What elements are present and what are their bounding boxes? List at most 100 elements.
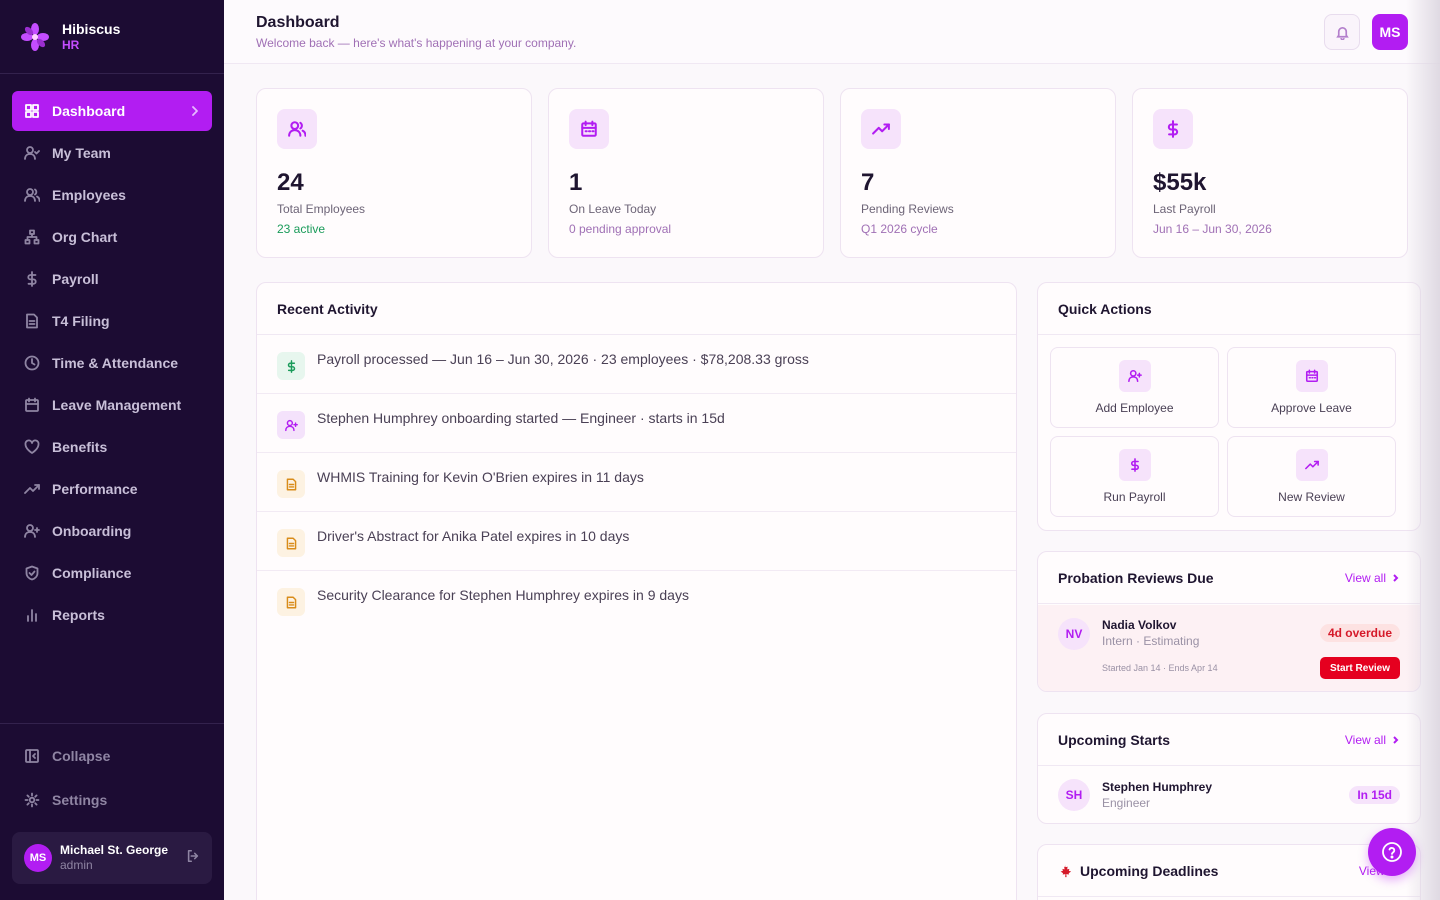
heart-icon xyxy=(24,439,40,455)
trending-up-icon xyxy=(861,109,901,149)
sidebar-item-label: Onboarding xyxy=(52,523,132,539)
panel-title: Upcoming Deadlines xyxy=(1080,862,1219,879)
trending-up-icon xyxy=(24,481,40,497)
quick-action-label: Add Employee xyxy=(1095,401,1174,415)
quick-action-label: Approve Leave xyxy=(1271,401,1352,415)
list-item[interactable]: NV Nadia Volkov Intern · Estimating Star… xyxy=(1038,605,1420,691)
user-check-icon xyxy=(24,145,40,161)
start-review-button[interactable]: Start Review xyxy=(1319,657,1400,679)
panel-title: Probation Reviews Due xyxy=(1058,569,1214,586)
upcoming-starts-panel: Upcoming Starts View all SH Stephen Hump… xyxy=(1037,713,1421,824)
hibiscus-logo-icon xyxy=(21,22,49,51)
user-card[interactable]: MS Michael St. George admin xyxy=(12,832,212,884)
sidebar-item-t4-filing[interactable]: T4 Filing xyxy=(12,301,212,341)
avatar: NV xyxy=(1058,618,1090,650)
calendar-icon xyxy=(569,109,609,149)
person-name: Stephen Humphrey xyxy=(1102,780,1213,794)
bell-icon xyxy=(1335,26,1349,40)
sidebar-item-label: Reports xyxy=(52,607,105,623)
file-icon xyxy=(24,313,40,329)
sidebar-item-onboarding[interactable]: Onboarding xyxy=(12,511,212,551)
stat-sub: 23 active xyxy=(277,222,326,236)
shield-icon xyxy=(24,565,40,581)
stat-label: Total Employees xyxy=(277,202,366,216)
list-item[interactable]: WHMIS Training for Kevin O'Brien expires… xyxy=(257,453,1016,512)
logout-icon[interactable] xyxy=(186,849,200,868)
sidebar-item-reports[interactable]: Reports xyxy=(12,595,212,635)
sidebar-item-label: Benefits xyxy=(52,439,108,455)
help-circle-icon xyxy=(1382,842,1402,862)
dollar-icon xyxy=(24,271,40,287)
dollar-icon xyxy=(277,352,305,380)
approve-leave-button[interactable]: Approve Leave xyxy=(1227,347,1396,428)
user-name: Michael St. George xyxy=(60,843,169,857)
sidebar-item-label: My Team xyxy=(52,145,111,161)
activity-text: Stephen Humphrey onboarding started — En… xyxy=(317,410,725,426)
list-item[interactable]: Security Clearance for Stephen Humphrey … xyxy=(257,571,1016,630)
settings-button[interactable]: Settings xyxy=(12,780,212,820)
users-icon xyxy=(277,109,317,149)
recent-activity-panel: Recent Activity Payroll processed — Jun … xyxy=(256,282,1017,900)
list-item[interactable]: Payroll processed — Jun 16 – Jun 30, 202… xyxy=(257,335,1016,394)
org-chart-icon xyxy=(24,229,40,245)
sidebar-item-performance[interactable]: Performance xyxy=(12,469,212,509)
collapse-button[interactable]: Collapse xyxy=(12,736,212,776)
notifications-button[interactable] xyxy=(1324,14,1360,50)
activity-text: WHMIS Training for Kevin O'Brien expires… xyxy=(317,469,644,485)
sidebar-item-dashboard[interactable]: Dashboard xyxy=(12,91,212,131)
sidebar-item-label: Org Chart xyxy=(52,229,118,245)
sidebar-item-compliance[interactable]: Compliance xyxy=(12,553,212,593)
stat-card-last-payroll[interactable]: $55k Last Payroll Jun 16 – Jun 30, 2026 xyxy=(1132,88,1408,258)
user-plus-icon xyxy=(277,411,305,439)
sidebar-item-payroll[interactable]: Payroll xyxy=(12,259,212,299)
add-employee-button[interactable]: Add Employee xyxy=(1050,347,1219,428)
stat-value: $55k xyxy=(1153,169,1207,196)
sidebar-item-leave-management[interactable]: Leave Management xyxy=(12,385,212,425)
user-role: admin xyxy=(60,858,93,872)
run-payroll-button[interactable]: Run Payroll xyxy=(1050,436,1219,517)
probation-dates: Started Jan 14 · Ends Apr 14 xyxy=(1102,663,1218,673)
dollar-icon xyxy=(1153,109,1193,149)
bar-chart-icon xyxy=(24,607,40,623)
brand[interactable]: Hibiscus HR xyxy=(0,0,224,74)
list-item[interactable]: Stephen Humphrey onboarding started — En… xyxy=(257,394,1016,453)
sidebar-item-org-chart[interactable]: Org Chart xyxy=(12,217,212,257)
settings-label: Settings xyxy=(52,792,108,808)
activity-text: Payroll processed — Jun 16 – Jun 30, 202… xyxy=(317,351,809,367)
stat-value: 7 xyxy=(861,169,875,196)
sidebar-item-label: T4 Filing xyxy=(52,313,110,329)
scroll-edge-shadow xyxy=(1406,0,1440,900)
page-title: Dashboard xyxy=(256,14,340,31)
sidebar-item-time-attendance[interactable]: Time & Attendance xyxy=(12,343,212,383)
sidebar-item-my-team[interactable]: My Team xyxy=(12,133,212,173)
stat-sub: 0 pending approval xyxy=(569,222,672,236)
stat-card-on-leave[interactable]: 1 On Leave Today 0 pending approval xyxy=(548,88,824,258)
view-all-link[interactable]: View all xyxy=(1345,733,1400,747)
help-button[interactable] xyxy=(1368,828,1416,876)
stat-card-total-employees[interactable]: 24 Total Employees 23 active xyxy=(256,88,532,258)
sidebar-item-benefits[interactable]: Benefits xyxy=(12,427,212,467)
avatar: MS xyxy=(24,844,52,872)
user-plus-icon xyxy=(24,523,40,539)
stat-card-pending-reviews[interactable]: 7 Pending Reviews Q1 2026 cycle xyxy=(840,88,1116,258)
brand-sub: HR xyxy=(62,37,80,52)
person-role: Engineer xyxy=(1102,796,1151,810)
chevron-right-icon xyxy=(190,103,200,119)
chevron-right-icon xyxy=(1393,735,1399,744)
sidebar-item-employees[interactable]: Employees xyxy=(12,175,212,215)
user-plus-icon xyxy=(1119,360,1151,392)
dollar-icon xyxy=(1119,449,1151,481)
header-avatar[interactable]: MS xyxy=(1372,14,1408,50)
document-icon xyxy=(277,470,305,498)
activity-text: Driver's Abstract for Anika Patel expire… xyxy=(317,528,630,544)
sidebar-footer: Collapse Settings xyxy=(0,723,224,824)
view-all-link[interactable]: View all xyxy=(1345,571,1400,585)
list-item[interactable]: SH Stephen Humphrey Engineer In 15d xyxy=(1038,767,1420,823)
upcoming-deadlines-panel: Upcoming Deadlines View all xyxy=(1037,844,1421,900)
sidebar-item-label: Time & Attendance xyxy=(52,355,179,371)
stat-value: 1 xyxy=(569,169,583,196)
new-review-button[interactable]: New Review xyxy=(1227,436,1396,517)
list-item[interactable]: Driver's Abstract for Anika Patel expire… xyxy=(257,512,1016,571)
users-icon xyxy=(24,187,40,203)
quick-action-label: Run Payroll xyxy=(1103,490,1166,504)
